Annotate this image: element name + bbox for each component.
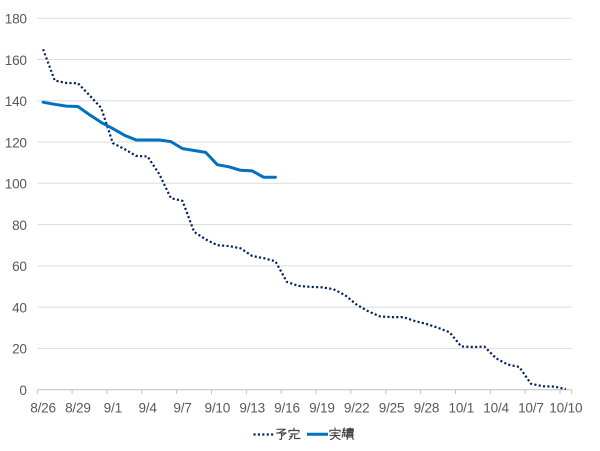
svg-text:80: 80: [12, 218, 27, 233]
svg-text:120: 120: [5, 135, 28, 150]
svg-text:140: 140: [5, 94, 28, 109]
svg-text:8/29: 8/29: [65, 401, 91, 416]
svg-text:9/16: 9/16: [274, 401, 300, 416]
svg-text:9/28: 9/28: [414, 401, 440, 416]
svg-text:10/10: 10/10: [549, 401, 583, 416]
svg-text:180: 180: [5, 12, 28, 27]
svg-text:10/1: 10/1: [448, 401, 474, 416]
svg-text:9/22: 9/22: [344, 401, 370, 416]
svg-text:9/7: 9/7: [173, 401, 191, 416]
svg-text:9/19: 9/19: [309, 401, 335, 416]
svg-text:10/4: 10/4: [483, 401, 509, 416]
svg-text:60: 60: [12, 259, 27, 274]
svg-text:8/26: 8/26: [30, 401, 56, 416]
svg-text:40: 40: [12, 300, 27, 315]
svg-text:9/13: 9/13: [239, 401, 265, 416]
svg-text:10/7: 10/7: [518, 401, 544, 416]
svg-text:9/1: 9/1: [104, 401, 122, 416]
svg-text:100: 100: [5, 177, 28, 192]
svg-text:0: 0: [19, 383, 27, 398]
svg-text:9/4: 9/4: [138, 401, 157, 416]
svg-text:20: 20: [12, 342, 27, 357]
svg-text:160: 160: [5, 53, 28, 68]
svg-text:9/25: 9/25: [379, 401, 405, 416]
svg-text:9/10: 9/10: [204, 401, 230, 416]
